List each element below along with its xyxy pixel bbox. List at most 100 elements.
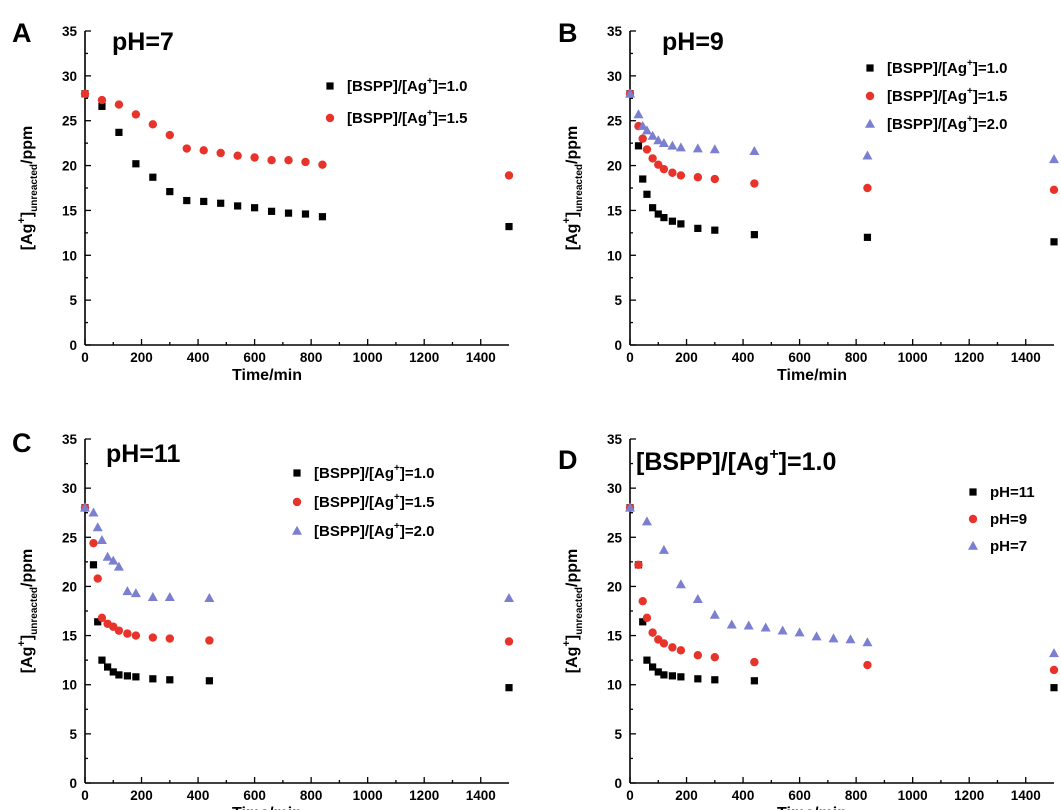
x-tick-label: 800: [845, 350, 868, 365]
text-part: pH=11: [990, 484, 1035, 501]
data-point: [301, 210, 310, 218]
x-tick-label: 400: [732, 788, 755, 803]
legend-entry: [BSPP]/[Ag+]=1.0: [314, 463, 434, 482]
y-tick-label: 25: [607, 114, 623, 129]
text-part: [BSPP]/[Ag: [887, 60, 967, 77]
text-part: ]: [564, 635, 581, 640]
data-point: [165, 130, 174, 140]
y-tick-label: 20: [607, 159, 622, 174]
legend-entry: [BSPP]/[Ag+]=1.5: [887, 86, 1007, 105]
x-tick-label: 1000: [353, 788, 383, 803]
text-part: [BSPP]/[Ag: [887, 88, 967, 105]
text-part: [Ag: [19, 224, 36, 251]
data-point: [205, 677, 213, 685]
x-tick-label: 200: [130, 788, 153, 803]
y-tick-label: 0: [614, 776, 622, 791]
y-tick-label: 35: [607, 24, 623, 39]
data-point: [634, 142, 643, 150]
data-point: [709, 144, 720, 154]
data-point: [200, 197, 208, 206]
data-point: [726, 619, 737, 629]
data-point: [634, 560, 643, 570]
y-tick-label: 25: [607, 530, 623, 545]
panel-letter: D: [558, 445, 578, 475]
text-part: unreacted: [574, 587, 585, 635]
y-tick-label: 15: [62, 629, 78, 644]
data-point: [88, 507, 99, 517]
legend-marker: [292, 525, 302, 535]
data-point: [97, 613, 107, 623]
data-point: [677, 220, 685, 228]
text-part: [Ag: [19, 647, 36, 674]
data-point: [709, 609, 720, 619]
text-part: +: [427, 76, 433, 87]
y-axis-title: [Ag+]unreacted/ppm: [561, 549, 585, 673]
y-tick-label: 10: [607, 248, 622, 263]
text-part: /ppm: [19, 126, 36, 164]
data-point: [98, 656, 106, 664]
data-point: [505, 684, 513, 692]
data-point: [658, 137, 669, 147]
text-part: ]=1.5: [973, 88, 1008, 105]
series-circle: [80, 89, 514, 180]
data-point: [250, 153, 259, 162]
x-tick-label: 1400: [1011, 788, 1041, 803]
text-part: ]=2.0: [400, 523, 435, 540]
text-part: ]: [19, 635, 36, 640]
data-point: [123, 672, 131, 680]
text-part: /ppm: [564, 549, 581, 587]
data-point: [123, 629, 132, 638]
legend: [BSPP]/[Ag+]=1.0[BSPP]/[Ag+]=1.5[BSPP]/[…: [292, 463, 434, 540]
text-part: pH=9: [662, 28, 724, 56]
text-part: [BSPP]/[Ag: [314, 465, 394, 482]
y-tick-label: 0: [69, 338, 77, 353]
x-axis-title: Time/min: [232, 805, 302, 810]
data-point: [131, 110, 141, 119]
x-axis-title: Time/min: [777, 805, 847, 810]
data-point: [643, 190, 651, 198]
data-point: [113, 561, 124, 571]
data-point: [675, 579, 686, 589]
data-point: [318, 160, 327, 169]
text-part: /ppm: [19, 549, 36, 587]
data-point: [96, 535, 107, 545]
text-part: +: [561, 640, 573, 646]
data-point: [165, 634, 174, 643]
data-point: [653, 135, 664, 145]
y-tick-label: 0: [69, 776, 77, 791]
data-point: [648, 154, 657, 163]
data-point: [115, 671, 123, 679]
data-point: [217, 199, 225, 207]
series-circle: [625, 503, 1059, 675]
data-point: [692, 143, 703, 153]
y-axis-title: [Ag+]unreacted/ppm: [16, 126, 40, 250]
data-point: [660, 214, 668, 222]
legend-marker: [865, 91, 875, 101]
data-point: [863, 183, 872, 193]
data-point: [284, 155, 293, 165]
text-part: [Ag: [564, 224, 581, 251]
text-part: ]=1.0: [433, 78, 468, 95]
data-point: [114, 100, 124, 109]
y-tick-label: 15: [607, 203, 623, 218]
panel-letter: C: [12, 428, 32, 458]
series-triangle: [625, 502, 1059, 658]
x-tick-label: 0: [81, 788, 89, 803]
x-axis-title: Time/min: [777, 367, 847, 384]
legend-entry: pH=9: [990, 511, 1027, 528]
y-axis-title: [Ag+]unreacted/ppm: [561, 126, 585, 250]
x-tick-label: 600: [243, 350, 266, 365]
text-part: ]=1.5: [433, 110, 468, 127]
x-tick-label: 200: [675, 350, 698, 365]
x-axis-title: Time/min: [232, 367, 302, 384]
data-point: [654, 160, 663, 169]
data-point: [794, 627, 805, 637]
data-point: [1049, 185, 1059, 194]
text-part: [BSPP]/[Ag: [347, 78, 427, 95]
data-point: [251, 204, 259, 212]
data-point: [625, 88, 635, 98]
data-point: [668, 168, 677, 177]
data-point: [660, 671, 668, 679]
text-part: +: [967, 58, 973, 69]
